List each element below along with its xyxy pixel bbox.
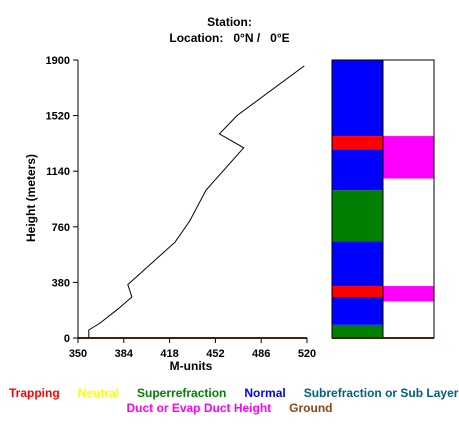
superrefraction-segment bbox=[332, 324, 383, 338]
normal-segment bbox=[332, 241, 383, 287]
m-profile-line bbox=[88, 65, 305, 338]
location-label: Location: 0°N / 0°E bbox=[169, 31, 290, 45]
x-tick-label: 452 bbox=[206, 348, 224, 360]
legend-item-neutral: Neutral bbox=[77, 386, 120, 400]
y-axis-label: Height (meters) bbox=[24, 154, 38, 242]
y-tick-label: 1520 bbox=[46, 111, 70, 123]
legend-item-subrefraction: Subrefraction or Sub Layer bbox=[303, 386, 459, 400]
y-tick-label: 1900 bbox=[46, 55, 70, 67]
y-tick-label: 1140 bbox=[46, 166, 70, 178]
layer-bars bbox=[331, 59, 435, 339]
x-tick-label: 520 bbox=[298, 348, 316, 360]
normal-segment bbox=[332, 60, 383, 137]
trapping-segment bbox=[332, 136, 383, 150]
normal-segment bbox=[332, 149, 383, 191]
y-tick-label: 0 bbox=[64, 333, 70, 345]
plot-area bbox=[78, 65, 307, 339]
superrefraction-segment bbox=[332, 190, 383, 242]
duct-segment bbox=[383, 286, 434, 302]
axes: 0 380 760 1140 1520 1900 350 384 418 452 486 520 bbox=[46, 55, 317, 360]
trapping-segment bbox=[332, 286, 383, 298]
duct-segment bbox=[383, 136, 434, 179]
legend-item-superrefraction: Superrefraction bbox=[137, 386, 227, 400]
y-tick-label: 760 bbox=[52, 222, 70, 234]
x-tick-label: 350 bbox=[69, 348, 87, 360]
legend-item-duct: Duct or Evap Duct Height bbox=[126, 401, 272, 415]
x-tick-label: 418 bbox=[160, 348, 178, 360]
legend-row-2: Duct or Evap Duct Height Ground bbox=[0, 401, 459, 415]
x-tick-label: 486 bbox=[252, 348, 270, 360]
x-axis-label: M-units bbox=[170, 359, 213, 373]
legend-row-1: Trapping Neutral Superrefraction Normal Subr… bbox=[0, 386, 459, 400]
legend-item-trapping: Trapping bbox=[9, 386, 60, 400]
legend-item-normal: Normal bbox=[244, 386, 286, 400]
normal-segment bbox=[332, 297, 383, 325]
station-label: Station: bbox=[207, 15, 252, 29]
y-tick-label: 380 bbox=[52, 277, 70, 289]
legend-item-ground: Ground bbox=[289, 401, 333, 415]
x-tick-label: 384 bbox=[115, 348, 134, 360]
